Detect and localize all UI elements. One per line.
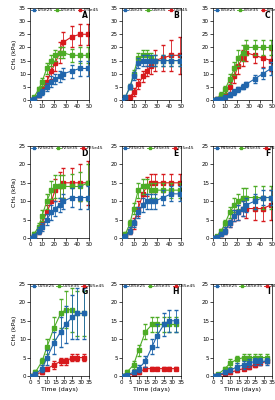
- Text: G: G: [81, 287, 87, 296]
- Legend: I25e25, I25e35, I25e45: I25e25, I25e35, I25e45: [30, 7, 100, 13]
- X-axis label: Time (days): Time (days): [41, 387, 78, 392]
- Legend: P45e25, P45e35, P45e45: P45e25, P45e35, P45e45: [213, 145, 275, 151]
- Y-axis label: CH₄ (kPa): CH₄ (kPa): [12, 315, 17, 345]
- Text: B: B: [173, 11, 179, 20]
- Legend: U25e25, U25e35, U25e45: U25e25, U25e35, U25e45: [30, 283, 106, 289]
- Legend: P25e25, P25e35, P25e45: P25e25, P25e35, P25e45: [30, 145, 104, 151]
- Text: E: E: [174, 149, 179, 158]
- Legend: U45e25, U45e35, U45e45: U45e25, U45e35, U45e45: [213, 283, 275, 289]
- Text: F: F: [265, 149, 271, 158]
- Text: I: I: [268, 287, 271, 296]
- X-axis label: Time (days): Time (days): [133, 387, 170, 392]
- Legend: I45e25, I45e35, I45e45: I45e25, I45e35, I45e45: [213, 7, 275, 13]
- Legend: U35e25, U35e35, U35e45: U35e25, U35e35, U35e45: [122, 283, 197, 289]
- Y-axis label: CH₄ (kPa): CH₄ (kPa): [12, 39, 17, 69]
- Legend: P35e25, P35e35, P35e45: P35e25, P35e35, P35e45: [122, 145, 196, 151]
- Text: A: A: [82, 11, 87, 20]
- Legend: O5e25, O5e35, O5e45: O5e25, O5e35, O5e45: [122, 7, 190, 13]
- Text: D: D: [81, 149, 87, 158]
- Text: C: C: [265, 11, 271, 20]
- X-axis label: Time (days): Time (days): [224, 387, 261, 392]
- Y-axis label: CH₄ (kPa): CH₄ (kPa): [12, 177, 17, 207]
- Text: H: H: [172, 287, 179, 296]
